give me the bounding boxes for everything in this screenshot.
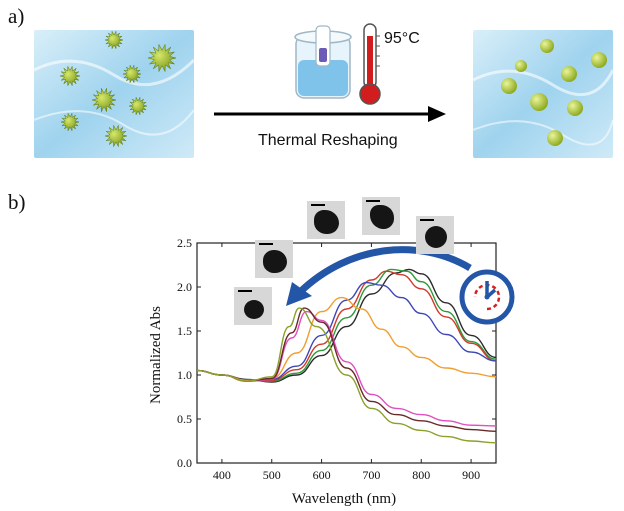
series-line-1	[196, 268, 497, 383]
series-line-8	[196, 307, 497, 444]
tem-image-3	[307, 201, 345, 239]
beaker-icon	[292, 22, 354, 107]
x-tick-label: 700	[362, 468, 380, 482]
process-label: Thermal Reshaping	[258, 132, 398, 149]
nanospheres-after-image	[473, 30, 613, 158]
y-tick-label: 1.5	[177, 324, 192, 338]
x-tick-label: 400	[213, 468, 231, 482]
x-tick-label: 600	[313, 468, 331, 482]
tem-image-1	[234, 287, 272, 325]
y-tick-label: 2.0	[177, 280, 192, 294]
clock-icon	[458, 268, 516, 331]
y-tick-label: 0.5	[177, 412, 192, 426]
chart-axes: 400 500 600 700 800 900 0.0 0.5 1.0 1.5 2.0 2.5	[177, 236, 497, 482]
x-tick-label: 900	[462, 468, 480, 482]
nanostar	[104, 124, 128, 148]
thermometer-icon	[356, 22, 384, 113]
y-tick-label: 0.0	[177, 456, 192, 470]
y-tick-label: 1.0	[177, 368, 192, 382]
nanostar	[91, 87, 117, 113]
x-tick-label: 500	[263, 468, 281, 482]
process-arrow	[212, 104, 448, 129]
x-axis-title: Wavelength (nm)	[292, 491, 396, 507]
tem-image-2	[255, 240, 293, 278]
nanostar	[128, 96, 148, 116]
tem-image-4	[362, 197, 400, 235]
nanostar	[104, 30, 124, 49]
nanostar	[60, 112, 80, 132]
tem-image-5	[416, 216, 454, 254]
nanostar	[59, 65, 81, 87]
plot-frame	[196, 242, 497, 464]
nanostars-before-image	[34, 30, 194, 158]
y-axis-title: Normalized Abs	[148, 306, 164, 404]
curved-arrow-icon	[286, 246, 472, 306]
nanostar	[122, 64, 142, 84]
x-tick-label: 800	[412, 468, 430, 482]
temperature-label: 95°C	[384, 30, 420, 47]
nanostar	[147, 43, 177, 73]
series-line-5	[196, 296, 497, 382]
panel-label-a: a)	[8, 4, 25, 28]
y-tick-label: 2.5	[177, 236, 192, 250]
panel-label-b: b)	[8, 190, 26, 214]
